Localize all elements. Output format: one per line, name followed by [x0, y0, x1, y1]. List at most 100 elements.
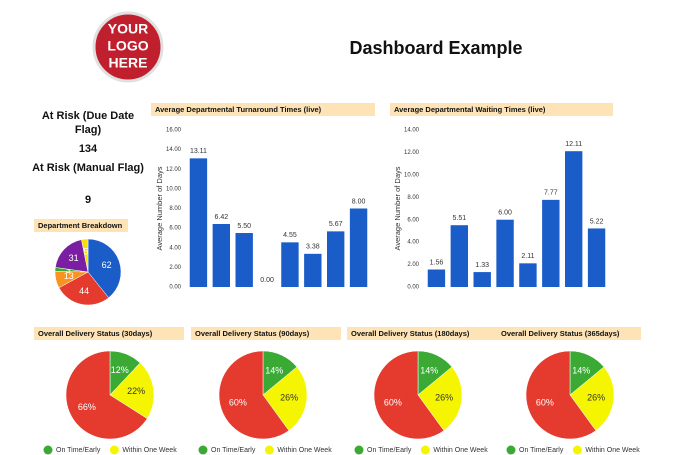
y-tick-label: 16.00: [166, 128, 182, 134]
legend-swatch: [198, 445, 208, 455]
bar: [281, 242, 299, 287]
legend-label: Within One Week: [122, 447, 177, 454]
y-tick-label: 6.00: [169, 226, 181, 232]
legend-swatch: [420, 445, 430, 455]
y-tick-label: 14.00: [404, 128, 420, 134]
pie-slice: [569, 366, 615, 431]
bar: [235, 233, 253, 287]
legend-label: Within One Week: [277, 447, 332, 454]
bar-label: 6.42: [215, 214, 229, 221]
y-axis-label: Average Number of Days: [155, 166, 164, 250]
slice-label: 60%: [384, 398, 402, 408]
slice-label: 60%: [536, 398, 554, 408]
bar-label: 5.67: [329, 221, 343, 228]
bar: [189, 158, 208, 287]
y-tick-label: 10.00: [166, 186, 182, 192]
legend-label: On Time/Early: [211, 447, 256, 454]
slice-label: 12%: [111, 365, 129, 375]
bar: [542, 199, 560, 287]
pie-slice: [109, 362, 155, 419]
chart-header: [497, 327, 641, 340]
legend-swatch: [354, 445, 364, 455]
chart-title: Overall Delivery Status (180days): [351, 329, 470, 338]
bar: [587, 228, 606, 287]
kpi-label: At Risk (Due Date Flag): [41, 110, 135, 136]
chart-header: [151, 103, 375, 116]
bar-label: 2.11: [521, 253, 534, 260]
bar-label: 3.38: [306, 244, 320, 251]
chart-title: Overall Delivery Status (365days): [501, 329, 620, 338]
slice-label: 5: [84, 247, 89, 257]
chart-header: [34, 219, 128, 232]
slice-label: 26%: [587, 393, 605, 403]
slice-label: 3: [66, 265, 71, 275]
chart-title: Department Breakdown: [38, 221, 123, 230]
bar-label: 4.55: [283, 232, 297, 239]
slice-label: 62: [102, 260, 112, 270]
chart-header: [191, 327, 341, 340]
chart-title: Average Departmental Waiting Times (live…: [394, 105, 546, 114]
bar-label: 5.50: [237, 223, 251, 230]
bar: [519, 263, 537, 287]
chart-header: [390, 103, 613, 116]
bar-label: 12.11: [565, 141, 582, 148]
bar: [427, 269, 446, 287]
slice-label: 14%: [265, 365, 283, 375]
y-tick-label: 12.00: [166, 167, 182, 173]
kpi-value: 134: [78, 143, 98, 155]
slice-label: 60%: [229, 398, 247, 408]
y-tick-label: 0.00: [407, 285, 419, 291]
pie-slice: [55, 239, 89, 273]
y-tick-label: 0.00: [169, 285, 181, 291]
slice-label: 44: [79, 286, 89, 296]
bar: [450, 225, 469, 287]
bar: [212, 224, 231, 287]
bar: [473, 272, 491, 287]
pie-slice: [218, 350, 290, 440]
page-title: Dashboard Example: [349, 38, 522, 58]
pie-slice: [373, 350, 445, 440]
bar-label: 7.77: [544, 190, 558, 197]
bar-label: 1.56: [430, 259, 444, 266]
pie-slice: [525, 350, 597, 440]
chart-title: Overall Delivery Status (90days): [195, 329, 310, 338]
y-tick-label: 4.00: [407, 240, 419, 246]
slice-label: 66%: [78, 402, 96, 412]
slice-label: 22%: [127, 386, 145, 396]
pie-slice: [87, 238, 122, 299]
bar: [349, 208, 368, 287]
legend-label: Within One Week: [585, 447, 640, 454]
pie-slice: [417, 366, 463, 431]
y-tick-label: 12.00: [404, 150, 420, 156]
slice-label: 31: [69, 253, 79, 263]
pie-slice: [58, 271, 109, 306]
legend-swatch: [109, 445, 119, 455]
bar-label: 1.33: [475, 262, 489, 269]
logo-circle: [92, 11, 164, 83]
bar-label: 6.00: [498, 210, 512, 217]
pie-slice: [81, 238, 89, 273]
chart-header: [347, 327, 497, 340]
kpi-label: At Risk (Manual Flag): [32, 162, 144, 174]
y-tick-label: 14.00: [166, 147, 182, 153]
y-tick-label: 8.00: [169, 206, 181, 212]
slice-label: 13: [64, 271, 74, 281]
slice-label: 26%: [280, 393, 298, 403]
y-tick-label: 2.00: [407, 262, 419, 268]
logo-text: HERE: [109, 55, 148, 71]
logo-text: LOGO: [107, 38, 148, 54]
bar: [564, 151, 583, 287]
chart-header: [34, 327, 184, 340]
legend-swatch: [264, 445, 274, 455]
legend-label: On Time/Early: [519, 447, 564, 454]
legend-label: Within One Week: [433, 447, 488, 454]
chart-title: Average Departmental Turnaround Times (l…: [155, 105, 322, 114]
pie-slice: [65, 350, 148, 440]
chart-title: Overall Delivery Status (30days): [38, 329, 153, 338]
bar-label: 8.00: [352, 198, 366, 205]
bar: [304, 253, 322, 287]
pie-slice: [262, 366, 308, 431]
bar-label: 5.22: [590, 218, 604, 225]
